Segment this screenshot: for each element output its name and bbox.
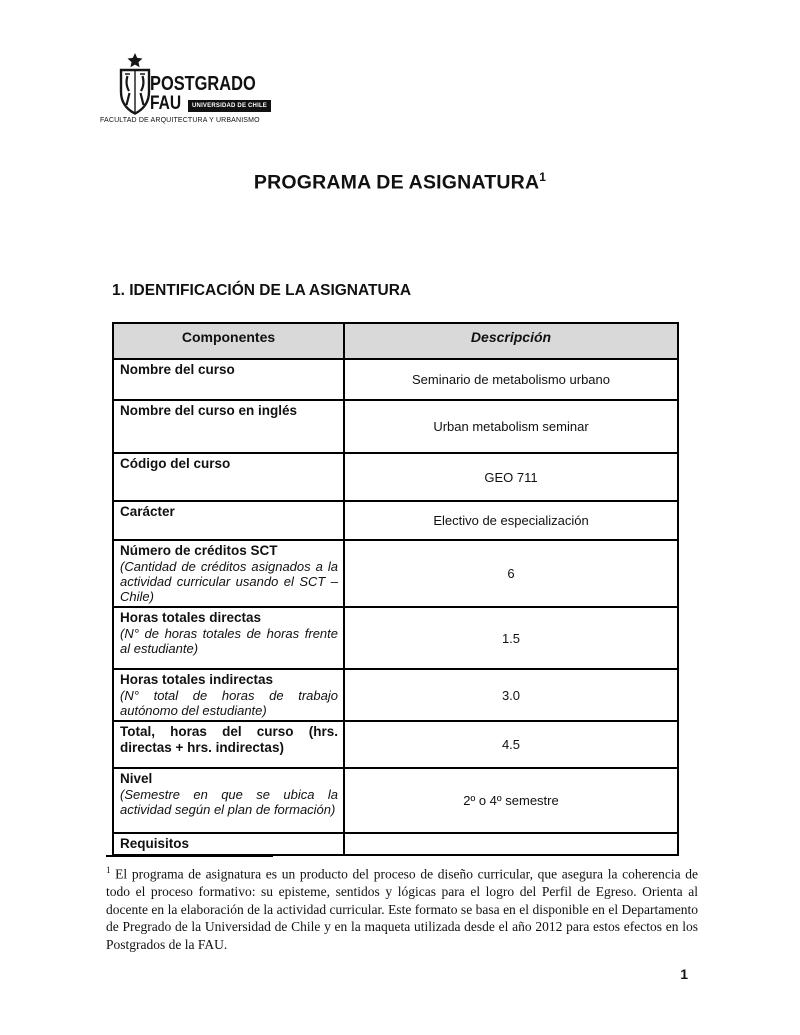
table-row: Carácter Electivo de especialización [112, 500, 679, 541]
component-label: Número de créditos SCT [120, 543, 278, 558]
page-title-text: PROGRAMA DE ASIGNATURA [253, 171, 540, 194]
description-cell: 2º o 4º semestre [343, 767, 679, 834]
description-cell: 3.0 [343, 668, 679, 722]
page-title: PROGRAMA DE ASIGNATURA1 [0, 170, 800, 195]
table-row: Código del curso GEO 711 [112, 452, 679, 502]
component-cell: Nivel (Semestre en que se ubica la activ… [112, 767, 345, 834]
description-cell: Urban metabolism seminar [343, 399, 679, 454]
identification-table-wrap: Componentes Descripción Nombre del curso… [112, 322, 679, 856]
component-cell: Requisitos [112, 832, 345, 856]
identification-table: Componentes Descripción Nombre del curso… [112, 322, 679, 856]
component-cell: Nombre del curso en inglés [112, 399, 345, 454]
table-row: Número de créditos SCT (Cantidad de créd… [112, 539, 679, 608]
table-row: Horas totales directas (N° de horas tota… [112, 606, 679, 670]
table-row: Nivel (Semestre en que se ubica la activ… [112, 767, 679, 834]
component-label: Nombre del curso en inglés [120, 403, 298, 418]
logo-faculty-caption: FACULTAD DE ARQUITECTURA Y URBANISMO [100, 117, 260, 124]
section-heading-identificacion: 1. IDENTIFICACIÓN DE LA ASIGNATURA [112, 282, 412, 299]
description-cell: Seminario de metabolismo urbano [343, 358, 679, 401]
table-row: Nombre del curso Seminario de metabolism… [112, 358, 679, 401]
university-crest-icon [119, 53, 151, 115]
logo-university-badge: UNIVERSIDAD DE CHILE [188, 100, 272, 112]
component-label: Requisitos [120, 836, 190, 851]
page-number: 1 [680, 966, 688, 982]
table-row: Nombre del curso en inglés Urban metabol… [112, 399, 679, 454]
component-label: Horas totales indirectas [120, 672, 274, 687]
footnote-separator [106, 855, 273, 857]
table-header-componentes: Componentes [112, 322, 345, 360]
table-row: Horas totales indirectas (N° total de ho… [112, 668, 679, 722]
description-cell: 4.5 [343, 720, 679, 769]
title-footnote-ref: 1 [539, 170, 547, 184]
component-note: (N° de horas totales de horas frente al … [120, 626, 338, 656]
component-label: Carácter [120, 504, 175, 519]
component-cell: Nombre del curso [112, 358, 345, 401]
component-note: (Cantidad de créditos asignados a la act… [120, 559, 338, 604]
table-row: Requisitos [112, 832, 679, 856]
component-note: (N° total de horas de trabajo autónomo d… [120, 688, 338, 718]
footnote-text: El programa de asignatura es un producto… [106, 866, 698, 952]
component-cell: Código del curso [112, 452, 345, 502]
component-note: (Semestre en que se ubica la actividad s… [120, 787, 338, 817]
description-cell: Electivo de especialización [343, 500, 679, 541]
description-cell: 6 [343, 539, 679, 608]
identification-table-body: Nombre del curso Seminario de metabolism… [112, 358, 679, 856]
component-label: Nombre del curso [120, 362, 235, 377]
postgrado-fau-logo: POSTGRADO FAU UNIVERSIDAD DE CHILE FACUL… [100, 46, 272, 130]
description-cell: 1.5 [343, 606, 679, 670]
component-label: Nivel [120, 771, 153, 786]
footnote: 1 El programa de asignatura es un produc… [106, 862, 698, 953]
table-row: Total, horas del curso (hrs. directas + … [112, 720, 679, 769]
component-cell: Carácter [112, 500, 345, 541]
component-label: Código del curso [120, 456, 231, 471]
logo-postgrado-text: POSTGRADO [150, 73, 256, 95]
component-cell: Horas totales indirectas (N° total de ho… [112, 668, 345, 722]
table-header-row: Componentes Descripción [112, 322, 679, 360]
description-cell: GEO 711 [343, 452, 679, 502]
component-label: Total, horas del curso (hrs. directas + … [120, 724, 338, 755]
description-cell [343, 832, 679, 856]
component-cell: Horas totales directas (N° de horas tota… [112, 606, 345, 670]
component-label: Horas totales directas [120, 610, 262, 625]
component-cell: Número de créditos SCT (Cantidad de créd… [112, 539, 345, 608]
logo-fau-row: FAU UNIVERSIDAD DE CHILE [150, 93, 272, 114]
logo-fau-text: FAU [150, 93, 182, 114]
component-cell: Total, horas del curso (hrs. directas + … [112, 720, 345, 769]
footnote-marker: 1 [106, 865, 111, 875]
table-header-descripcion: Descripción [343, 322, 679, 360]
